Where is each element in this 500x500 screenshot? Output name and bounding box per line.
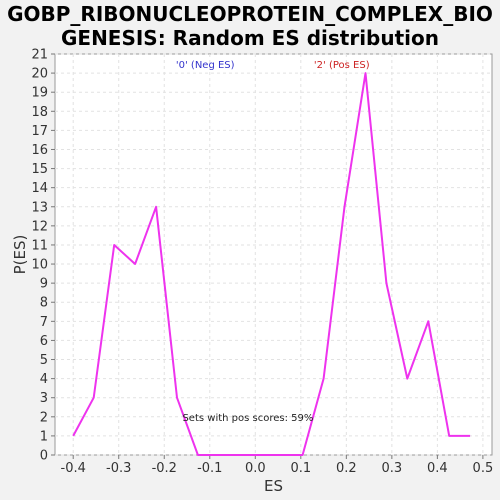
y-tick-label: 18 bbox=[31, 105, 48, 120]
y-tick-label: 20 bbox=[31, 67, 48, 82]
y-axis-title: P(ES) bbox=[11, 235, 29, 275]
y-tick-label: 15 bbox=[31, 162, 48, 177]
x-tick-label: 0.1 bbox=[290, 461, 311, 476]
annotation-text: Sets with pos scores: 59% bbox=[182, 413, 313, 424]
grid-lines bbox=[55, 53, 492, 456]
x-axis-title: ES bbox=[264, 477, 283, 495]
x-tick-label: -0.4 bbox=[61, 461, 86, 476]
y-tick-label: 7 bbox=[40, 315, 48, 330]
y-tick-label: 6 bbox=[40, 334, 48, 349]
chart-title: GOBP_RIBONUCLEOPROTEIN_COMPLEX_BIO GENES… bbox=[0, 2, 500, 50]
plot-area bbox=[54, 53, 493, 456]
y-tick-label: 4 bbox=[40, 372, 48, 387]
chart-title-line-1: GOBP_RIBONUCLEOPROTEIN_COMPLEX_BIO bbox=[7, 2, 493, 26]
y-tick-label: 2 bbox=[40, 410, 48, 425]
chart-title-line-2: GENESIS: Random ES distribution bbox=[60, 26, 440, 50]
x-tick-label: 0.3 bbox=[382, 461, 403, 476]
y-tick-label: 19 bbox=[31, 86, 48, 101]
x-tick-label: 0.0 bbox=[245, 461, 266, 476]
legend: '0' (Neg ES) '2' (Pos ES) bbox=[176, 60, 370, 71]
x-tick-label: 0.5 bbox=[473, 461, 494, 476]
legend-item: '0' (Neg ES) bbox=[176, 60, 235, 71]
series-line bbox=[72, 72, 471, 456]
y-tick-label: 21 bbox=[31, 48, 48, 63]
y-tick-label: 5 bbox=[40, 353, 48, 368]
y-tick-label: 17 bbox=[31, 124, 48, 139]
x-tick-label: -0.1 bbox=[197, 461, 222, 476]
y-tick-label: 9 bbox=[40, 277, 48, 292]
x-tick-label: 0.4 bbox=[427, 461, 448, 476]
y-tick-label: 16 bbox=[31, 143, 48, 158]
y-tick-label: 0 bbox=[40, 449, 48, 464]
y-tick-label: 14 bbox=[31, 181, 48, 196]
y-tick-label: 11 bbox=[31, 238, 48, 253]
y-tick-label: 1 bbox=[40, 429, 48, 444]
series-layer bbox=[72, 72, 471, 456]
y-tick-label: 13 bbox=[31, 200, 48, 215]
x-tick-label: -0.2 bbox=[152, 461, 177, 476]
y-tick-label: 3 bbox=[40, 391, 48, 406]
y-tick-label: 12 bbox=[31, 219, 48, 234]
legend-item: '2' (Pos ES) bbox=[314, 60, 370, 71]
y-tick-label: 10 bbox=[31, 258, 48, 273]
x-tick-label: 0.2 bbox=[336, 461, 357, 476]
y-tick-label: 8 bbox=[40, 296, 48, 311]
x-tick-label: -0.3 bbox=[106, 461, 131, 476]
